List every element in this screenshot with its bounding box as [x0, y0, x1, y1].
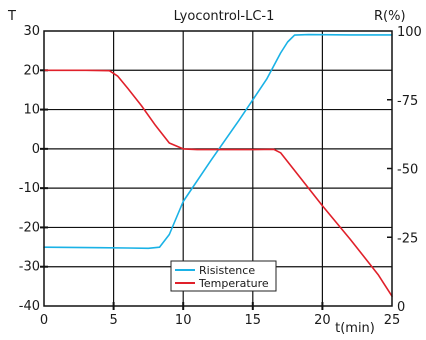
x-tick-label: 15 — [245, 313, 262, 328]
y-right-tick-label: -25 — [397, 231, 418, 246]
y-axis-right-label: R(%) — [374, 9, 406, 24]
chart-title: Lyocontrol-LC-1 — [174, 9, 275, 24]
y-right-tick-label: 100 — [397, 25, 422, 40]
y-axis-left-label: T — [7, 9, 16, 24]
x-axis-label: t(min) — [335, 321, 375, 336]
y-left-tick-label: -40 — [19, 299, 40, 314]
y-left-tick-label: 10 — [23, 103, 40, 118]
x-tick-label: 10 — [175, 313, 192, 328]
x-tick-label: 5 — [109, 313, 117, 328]
y-left-tick-label: -10 — [19, 181, 40, 196]
series-line-0 — [43, 33, 393, 250]
y-left-tick-label: 0 — [32, 142, 40, 157]
series-lines — [43, 33, 393, 298]
series-line-1 — [43, 69, 393, 298]
legend-box — [170, 260, 277, 292]
legend-label-0: Risistence — [199, 264, 255, 277]
y-right-tick-label: 0 — [397, 300, 405, 315]
y-left-tick-label: -20 — [19, 220, 40, 235]
y-right-tick-label: -75 — [397, 94, 418, 109]
legend: Risistence Temperature — [170, 260, 277, 292]
x-tick-label: 20 — [314, 313, 331, 328]
x-tick-label: 25 — [384, 313, 401, 328]
legend-label-1: Temperature — [198, 277, 269, 290]
plot-frame — [43, 30, 393, 307]
y-right-tick-label: -50 — [397, 163, 418, 178]
y-left-tick-label: 30 — [23, 24, 40, 39]
x-tick-label: 0 — [40, 313, 48, 328]
y-left-tick-label: 20 — [23, 63, 40, 78]
y-left-tick-label: -30 — [19, 260, 40, 275]
tick-labels: 0 5 10 15 20 253020100-10-20-30-40100-75-50-2… — [19, 24, 422, 328]
